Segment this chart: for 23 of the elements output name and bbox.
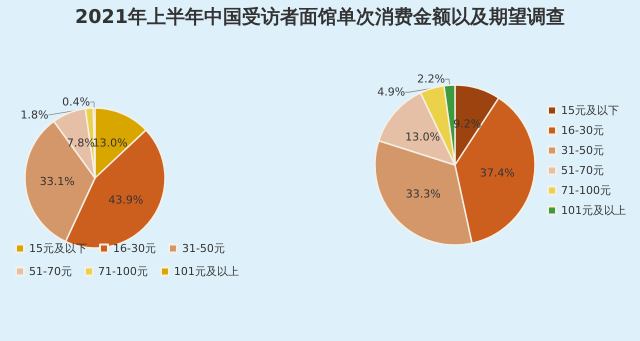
data-label: 33.3% bbox=[406, 187, 441, 200]
legend-label: 16-30元 bbox=[112, 242, 156, 255]
data-label: 43.9% bbox=[108, 194, 144, 207]
data-label: 33.1% bbox=[40, 175, 75, 188]
legend-label: 101元及以上 bbox=[174, 265, 239, 278]
data-label: 7.8% bbox=[66, 136, 95, 150]
legend-label: 71-100元 bbox=[561, 184, 611, 197]
data-label: 4.9% bbox=[377, 86, 406, 99]
legend-label: 15元及以下 bbox=[561, 104, 619, 117]
legend-label: 15元及以下 bbox=[29, 242, 87, 255]
legend-label: 51-70元 bbox=[561, 164, 604, 177]
data-label: 1.8% bbox=[20, 108, 48, 122]
legend-label: 51-70元 bbox=[29, 265, 72, 278]
text: 2021年上半年中国受访者面馆单次消费金额以及期望调查 bbox=[74, 5, 566, 30]
data-label: 2.2% bbox=[417, 72, 446, 86]
legend-label: 16-30元 bbox=[561, 124, 604, 137]
legend-label: 71-100元 bbox=[98, 265, 148, 278]
data-label: 13.0% bbox=[405, 130, 440, 144]
legend-label: 101元及以上 bbox=[561, 204, 626, 217]
data-label: 37.4% bbox=[480, 166, 515, 180]
legend-label: 31-50元 bbox=[182, 242, 225, 255]
data-label: 0.4% bbox=[62, 96, 90, 109]
legend-label: 31-50元 bbox=[561, 144, 604, 157]
